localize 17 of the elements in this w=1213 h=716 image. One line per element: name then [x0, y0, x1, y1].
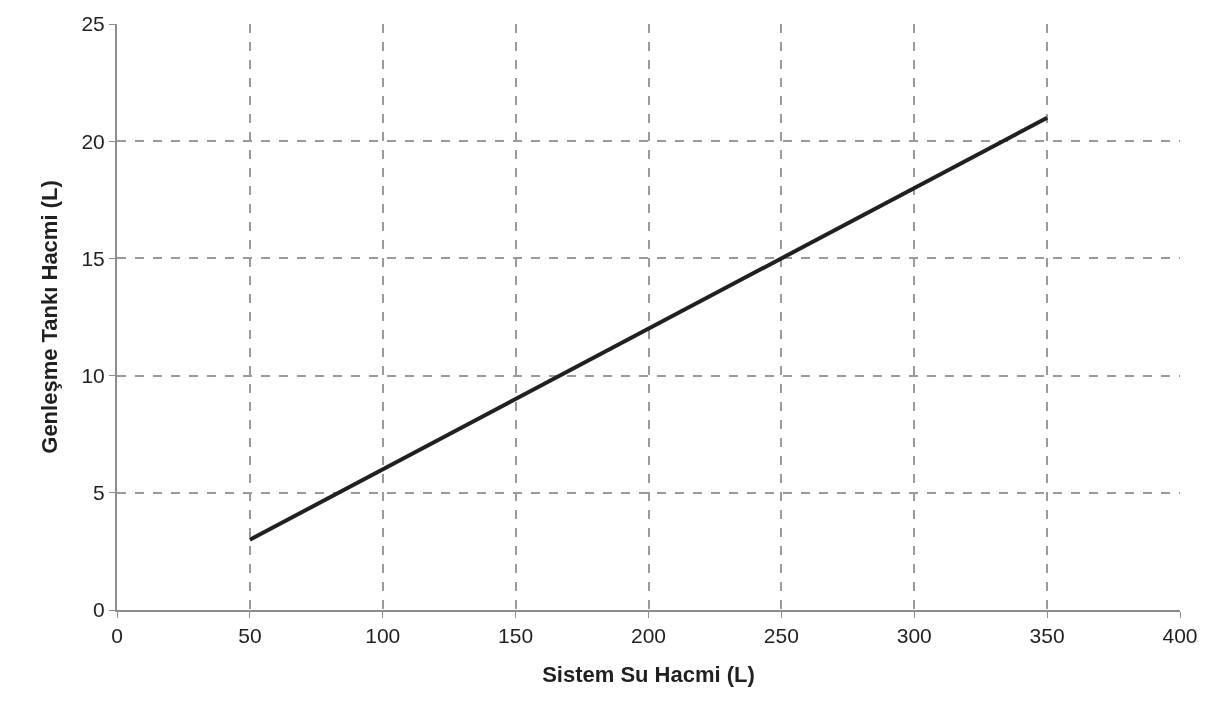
x-axis-title: Sistem Su Hacmi (L) — [542, 661, 755, 687]
x-tick-label: 400 — [1162, 624, 1198, 648]
x-tick-label: 150 — [498, 624, 534, 648]
x-tick-label: 50 — [238, 624, 262, 648]
x-tick-label: 300 — [896, 624, 932, 648]
y-tick-label: 0 — [93, 598, 105, 622]
y-tick-label: 25 — [81, 12, 105, 36]
y-tick-label: 15 — [81, 246, 105, 270]
x-tick-label: 0 — [111, 624, 123, 648]
y-tick-label: 5 — [93, 481, 105, 505]
x-tick-label: 250 — [763, 624, 799, 648]
x-tick-label: 100 — [365, 624, 401, 648]
y-tick-label: 10 — [81, 363, 105, 387]
y-tick-label: 20 — [81, 129, 105, 153]
y-axis-title: Genleşme Tankı Hacmi (L) — [36, 180, 62, 454]
x-tick-label: 350 — [1029, 624, 1065, 648]
x-tick-label: 200 — [630, 624, 667, 648]
